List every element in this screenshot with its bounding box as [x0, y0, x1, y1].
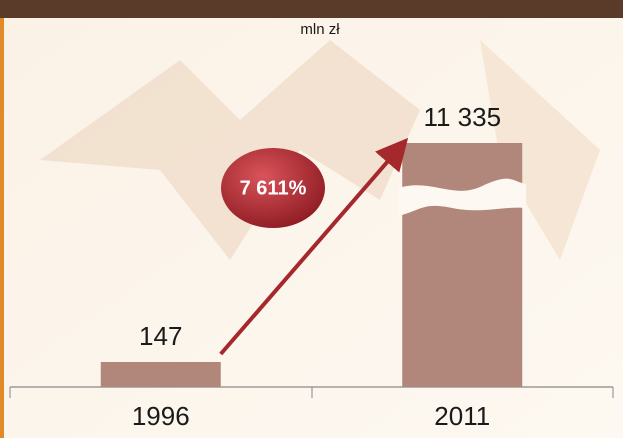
- decoration: [480, 40, 600, 260]
- axis-break: [398, 178, 527, 216]
- decoration: [40, 40, 420, 260]
- value-label: 147: [139, 321, 182, 351]
- left-edge: [0, 18, 4, 438]
- x-tick-label: 1996: [132, 401, 190, 431]
- top-band: [0, 0, 623, 18]
- growth-badge: [221, 148, 325, 228]
- x-tick-label: 2011: [434, 401, 490, 431]
- growth-arrow: [219, 137, 409, 356]
- bar: [100, 362, 221, 387]
- value-label: 11 335: [423, 102, 501, 132]
- growth-label: 7 611%: [240, 177, 307, 199]
- subtitle: mln zł: [300, 21, 340, 38]
